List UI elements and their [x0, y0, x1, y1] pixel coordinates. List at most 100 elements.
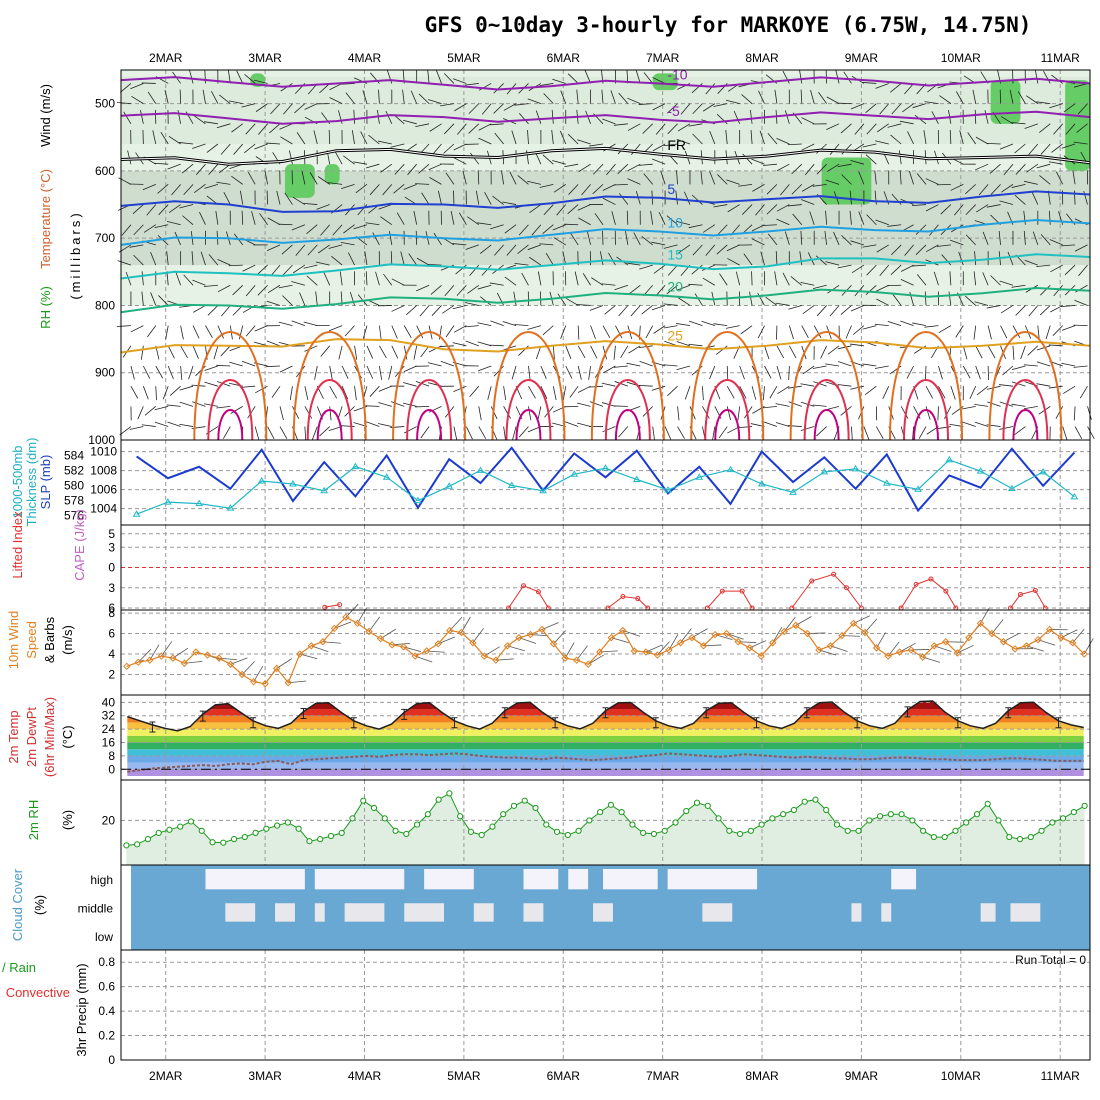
wind-barb [725, 325, 740, 329]
wind-barb [541, 622, 559, 630]
wind-barb [925, 178, 939, 185]
thickness-point [226, 504, 235, 511]
lifted-index-point [635, 596, 641, 602]
wind-barb [542, 154, 554, 165]
wind-speed-point [838, 631, 846, 640]
wind-barb [1014, 194, 1026, 205]
temp-tick-label: 16 [102, 736, 116, 750]
wind-barb [489, 123, 504, 126]
lifted-index-line [900, 578, 957, 609]
wind-barb [291, 281, 305, 286]
date-label-top: 2MAR [149, 51, 183, 65]
rh-point [317, 836, 324, 843]
wind-barb [900, 264, 914, 272]
rh-shade-70 [324, 164, 340, 185]
temp-minmax-bar [854, 717, 861, 729]
warm-contour [491, 331, 566, 441]
wind-tick-label: 2 [108, 668, 115, 682]
wind-barb [167, 365, 174, 380]
wind-barb [244, 143, 256, 154]
cloud-label: (%) [32, 895, 47, 915]
li-tick-label: 6 [108, 601, 115, 615]
wind-barb [403, 382, 417, 387]
wind-barb [368, 616, 380, 632]
wind-barb [436, 70, 442, 84]
wind-barb [552, 224, 566, 231]
temp-minmax-bar [501, 707, 508, 719]
wind-barb [626, 210, 629, 225]
rh-point [586, 817, 593, 824]
lifted-index-point [809, 578, 815, 584]
wind-barb [899, 170, 902, 185]
pressure-tick-label: 900 [95, 366, 115, 380]
wind-speed-point [249, 677, 258, 686]
rh-point [941, 833, 948, 841]
cloud-clear-span [851, 903, 862, 922]
temperature-contour-5 [120, 190, 1091, 213]
wind-barb [141, 424, 156, 427]
wind-barb [551, 130, 554, 145]
wind-barb [627, 123, 641, 131]
wind-barb [590, 345, 598, 359]
wind-barb [795, 616, 812, 626]
cloud-clear-span [980, 903, 996, 922]
wind-barb [354, 386, 357, 401]
wind-barb [916, 274, 927, 286]
wind-barb [552, 160, 566, 165]
wind-barb [418, 93, 430, 104]
wind-barb [675, 190, 678, 205]
temp-minmax-bar [1055, 717, 1062, 729]
wind-barb [551, 109, 554, 124]
wind-barb [975, 136, 989, 145]
wind-barb [974, 421, 989, 427]
wind-barb [702, 386, 704, 401]
wind-barb [974, 403, 989, 407]
wind-barb [976, 204, 989, 213]
thickness-point [507, 481, 516, 489]
wind-barb [195, 365, 206, 377]
wind-barb [812, 404, 827, 407]
wind-barb [388, 365, 393, 380]
wind-barb [329, 365, 333, 380]
date-axes: 2MAR 2MAR 3MAR 3MAR 4MAR 4MAR 5MAR 5MAR 6MAR 6MAR… [149, 51, 1080, 1083]
wind-barb [191, 251, 194, 266]
wind-barb [211, 91, 219, 104]
wind-barb [502, 201, 517, 205]
wind-barb [154, 224, 169, 229]
wind-barb [341, 183, 355, 190]
lifted-index-point [337, 602, 343, 608]
date-label-top: 5MAR [447, 51, 481, 65]
rh-point [198, 827, 205, 834]
cloud-clear-span [593, 903, 613, 922]
rh-point [930, 833, 937, 841]
wind-barb [818, 649, 837, 656]
temperature-contour-label: -10 [667, 66, 687, 82]
cloud-clear-span [891, 869, 917, 890]
wind-barb [154, 405, 169, 411]
wind-barb [442, 305, 455, 314]
wind-barb [1049, 103, 1063, 109]
date-label-top: 9MAR [845, 51, 879, 65]
rh-shade-band [121, 76, 1090, 144]
wind-barb [1023, 230, 1026, 245]
wind-barb [577, 385, 591, 393]
wind-barb [663, 303, 678, 306]
wind-barb [1028, 305, 1039, 317]
wind-barb [364, 251, 368, 266]
wind-barb [787, 143, 802, 146]
wind-barb [202, 89, 206, 104]
wind-barb [528, 385, 536, 399]
wind-barb [1060, 629, 1078, 639]
wind-barb [284, 192, 293, 205]
wind-barb [657, 641, 670, 656]
wind-barb [527, 98, 542, 105]
wind-barb [578, 217, 591, 226]
rh-point [747, 827, 754, 834]
wind-barb [456, 285, 467, 296]
wind-barb [329, 97, 343, 104]
wind-barb [650, 210, 654, 225]
wind-speed-point [919, 653, 927, 661]
wind-barb [527, 244, 542, 251]
upper-air-panel: 500 600 700 800 900 1000 -10 -5 FR 5 10 15 20 25 [88, 66, 1095, 447]
wind-barb [618, 92, 629, 104]
